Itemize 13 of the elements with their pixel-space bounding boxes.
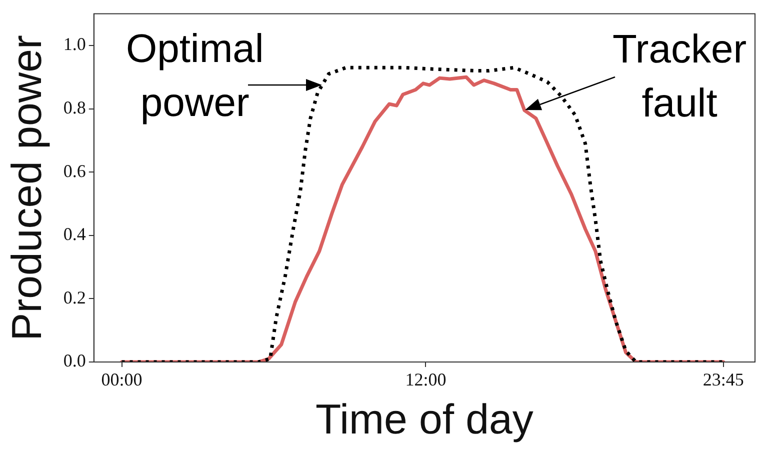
y-tick-label: 0.6: [63, 160, 86, 181]
y-tick-label: 0.4: [63, 224, 86, 244]
y-tick-label: 0.2: [63, 287, 86, 308]
x-tick-label: 23:45: [702, 370, 744, 390]
annotation: Optimal power: [126, 27, 264, 126]
y-tick-label: 0.8: [63, 98, 86, 118]
annotation: Tracker fault: [612, 27, 747, 126]
y-tick-label: 0.0: [63, 350, 86, 371]
x-tick-label: 12:00: [405, 370, 446, 390]
x-axis-title: Time of day: [316, 395, 534, 442]
y-axis-title: Produced power: [2, 34, 50, 341]
y-tick-label: 1.0: [63, 34, 86, 54]
x-tick-label: 00:00: [101, 370, 142, 390]
